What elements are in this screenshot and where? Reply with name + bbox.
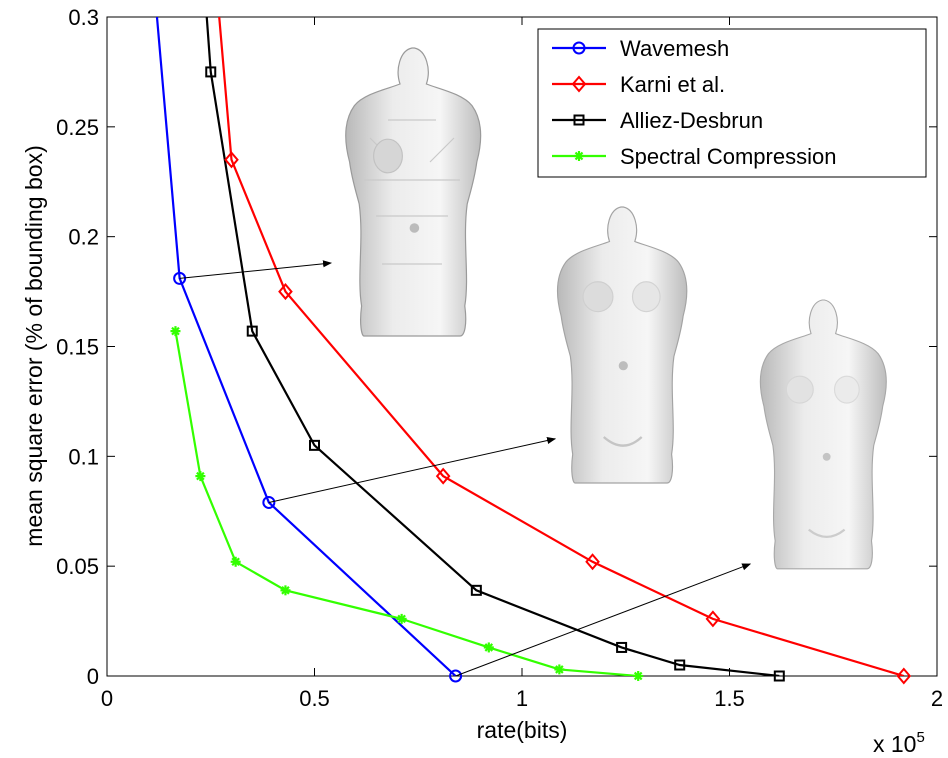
point-alliez-desbrun <box>246 325 258 337</box>
legend-label: Wavemesh <box>620 36 729 61</box>
axis-tick-labels: 0 0.5 1 1.5 2 0 0.05 0.1 0.15 0.2 0.25 0.3 <box>56 5 943 711</box>
point-spectral-compression <box>230 556 241 567</box>
point-alliez-desbrun <box>470 584 482 596</box>
point-alliez-desbrun <box>616 641 628 653</box>
point-alliez-desbrun <box>773 670 785 682</box>
y-tick-label: 0.2 <box>68 225 99 250</box>
point-karni-et-al <box>585 553 600 571</box>
torso-mesh-coarse <box>345 47 482 337</box>
point-spectral-compression <box>280 585 291 596</box>
legend-marker <box>574 151 584 161</box>
x-tick-label: 1.5 <box>714 686 745 711</box>
x-tick-label: 2 <box>931 686 943 711</box>
point-alliez-desbrun <box>309 439 320 451</box>
x-tick-label: 0 <box>101 686 113 711</box>
point-alliez-desbrun <box>674 659 686 671</box>
legend-item-alliez-desbrun: Alliez-Desbrun <box>552 108 763 133</box>
point-spectral-compression <box>554 664 565 675</box>
y-tick-label: 0 <box>87 664 99 689</box>
point-spectral-compression <box>483 642 494 653</box>
point-karni-et-al <box>224 151 239 169</box>
point-karni-et-al <box>435 467 451 485</box>
axis-ticks <box>106 16 938 677</box>
torso-mesh-medium <box>556 206 688 484</box>
arrow-to-torso-mesh-medium <box>268 437 557 503</box>
x-axis-label: rate(bits) <box>477 717 568 743</box>
x-tick-label: 0.5 <box>299 686 330 711</box>
legend-marker <box>572 41 586 55</box>
legend: Wavemesh Karni et al. Alliez-Desbrun Spectr… <box>537 28 927 178</box>
y-tick-label: 0.15 <box>56 335 99 360</box>
point-karni-et-al <box>705 610 721 628</box>
point-karni-et-al <box>278 283 293 301</box>
y-tick-label: 0.25 <box>56 115 99 140</box>
point-spectral-compression <box>170 326 181 337</box>
point-karni-et-al <box>896 667 912 685</box>
point-spectral-compression <box>396 613 407 624</box>
y-tick-label: 0.1 <box>68 444 99 469</box>
point-wavemesh <box>173 271 187 285</box>
point-alliez-desbrun <box>205 66 217 78</box>
series-line-wavemesh <box>155 17 457 676</box>
torso-mesh-fine <box>759 299 887 570</box>
legend-item-wavemesh: Wavemesh <box>552 36 729 61</box>
legend-item-karni-et-al: Karni et al. <box>552 72 725 97</box>
point-wavemesh <box>262 495 276 509</box>
point-spectral-compression <box>633 671 644 681</box>
marker-layer <box>170 66 912 685</box>
x-tick-label: 1 <box>516 686 528 711</box>
series-layer <box>155 17 905 676</box>
y-tick-label: 0.3 <box>68 5 99 30</box>
x-axis-multiplier: x 105 <box>873 729 925 757</box>
point-wavemesh <box>449 669 463 683</box>
arrow-to-torso-mesh-fine <box>455 563 752 677</box>
legend-marker <box>571 75 587 93</box>
legend-item-spectral-compression: Spectral Compression <box>552 144 836 169</box>
legend-marker <box>573 114 585 126</box>
legend-label: Karni et al. <box>620 72 725 97</box>
y-tick-label: 0.05 <box>56 554 99 579</box>
annotation-arrows <box>179 260 752 677</box>
series-line-alliez-desbrun <box>205 17 780 676</box>
y-axis-label: mean square error (% of bounding box) <box>21 145 47 546</box>
legend-label: Alliez-Desbrun <box>620 108 763 133</box>
arrow-to-torso-mesh-coarse <box>179 260 332 279</box>
x-axis-multiplier-exponent: 5 <box>916 729 924 746</box>
series-line-spectral-compression <box>174 330 639 676</box>
legend-box <box>537 28 927 178</box>
series-line-karni-et-al <box>218 17 905 676</box>
legend-label: Spectral Compression <box>620 144 836 169</box>
point-spectral-compression <box>195 471 206 482</box>
